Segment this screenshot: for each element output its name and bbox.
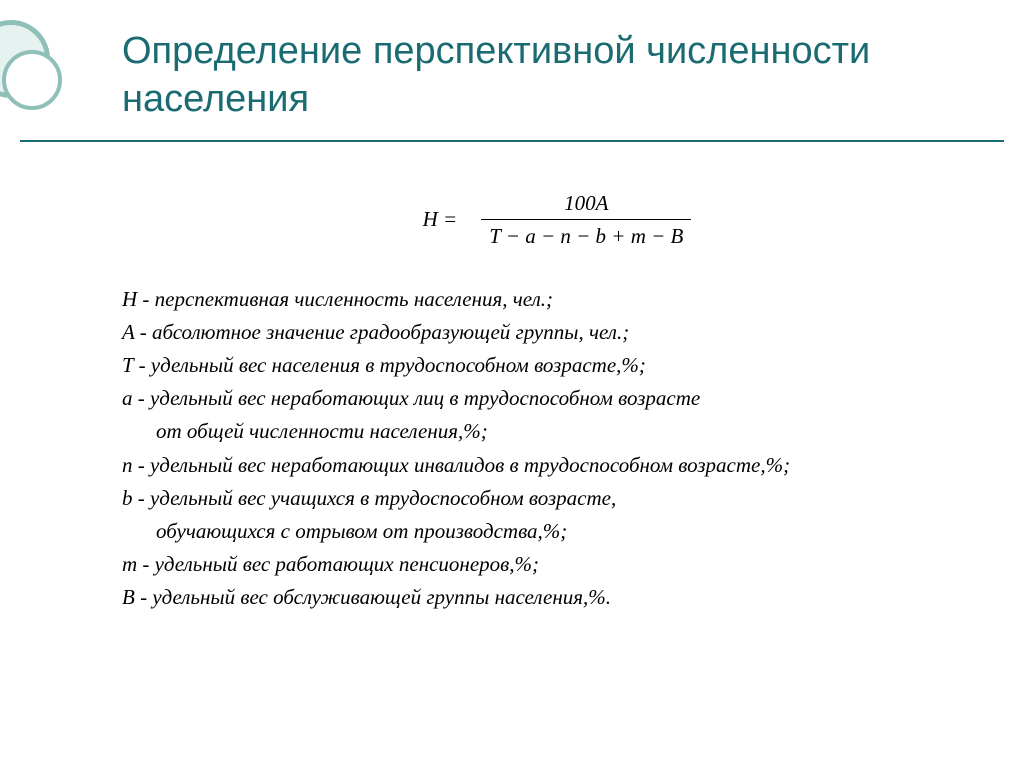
definition-line: m - удельный вес работающих пенсионеров,… (122, 548, 992, 581)
definition-symbol: A (122, 320, 134, 344)
formula-lhs: H = (423, 207, 458, 232)
definition-line: T - удельный вес населения в трудоспособ… (122, 349, 992, 382)
definition-text: - удельный вес учащихся в трудоспособном… (133, 486, 617, 510)
slide: Определение перспективной численности на… (0, 0, 1024, 767)
corner-ornament (0, 20, 50, 98)
definition-text: - удельный вес неработающих инвалидов в … (133, 453, 791, 477)
definition-line: A - абсолютное значение градообразующей … (122, 316, 992, 349)
definition-symbol: b (122, 486, 133, 510)
definition-line: B - удельный вес обслуживающей группы на… (122, 581, 992, 614)
definition-symbol: B (122, 585, 135, 609)
definition-text: - удельный вес неработающих лиц в трудос… (133, 386, 701, 410)
definition-text: - удельный вес работающих пенсионеров,%; (137, 552, 539, 576)
definition-symbol: H (122, 287, 137, 311)
slide-title: Определение перспективной численности на… (122, 28, 942, 123)
definition-symbol: T (122, 353, 133, 377)
definition-text: - удельный вес обслуживающей группы насе… (135, 585, 611, 609)
definition-continuation: обучающихся с отрывом от производства,%; (122, 515, 992, 548)
formula-denominator: T − a − n − b + m − B (481, 219, 691, 250)
title-underline (20, 140, 1004, 142)
definition-text: - удельный вес населения в трудоспособно… (133, 353, 646, 377)
definition-line: H - перспективная численность населения,… (122, 283, 992, 316)
formula-numerator: 100A (556, 189, 616, 219)
definition-line: a - удельный вес неработающих лиц в труд… (122, 382, 992, 415)
definition-continuation: от общей численности населения,%; (122, 415, 992, 448)
definition-line: n - удельный вес неработающих инвалидов … (122, 449, 992, 482)
definition-text: - перспективная численность населения, ч… (137, 287, 553, 311)
formula-fraction: 100A T − a − n − b + m − B (481, 189, 691, 251)
definitions-list: H - перспективная численность населения,… (122, 283, 992, 615)
formula: H = 100A T − a − n − b + m − B (122, 189, 992, 251)
definition-symbol: m (122, 552, 137, 576)
definition-symbol: n (122, 453, 133, 477)
slide-content: H = 100A T − a − n − b + m − B H - персп… (122, 175, 992, 614)
definition-symbol: a (122, 386, 133, 410)
definition-line: b - удельный вес учащихся в трудоспособн… (122, 482, 992, 515)
definition-text: - абсолютное значение градообразующей гр… (134, 320, 629, 344)
